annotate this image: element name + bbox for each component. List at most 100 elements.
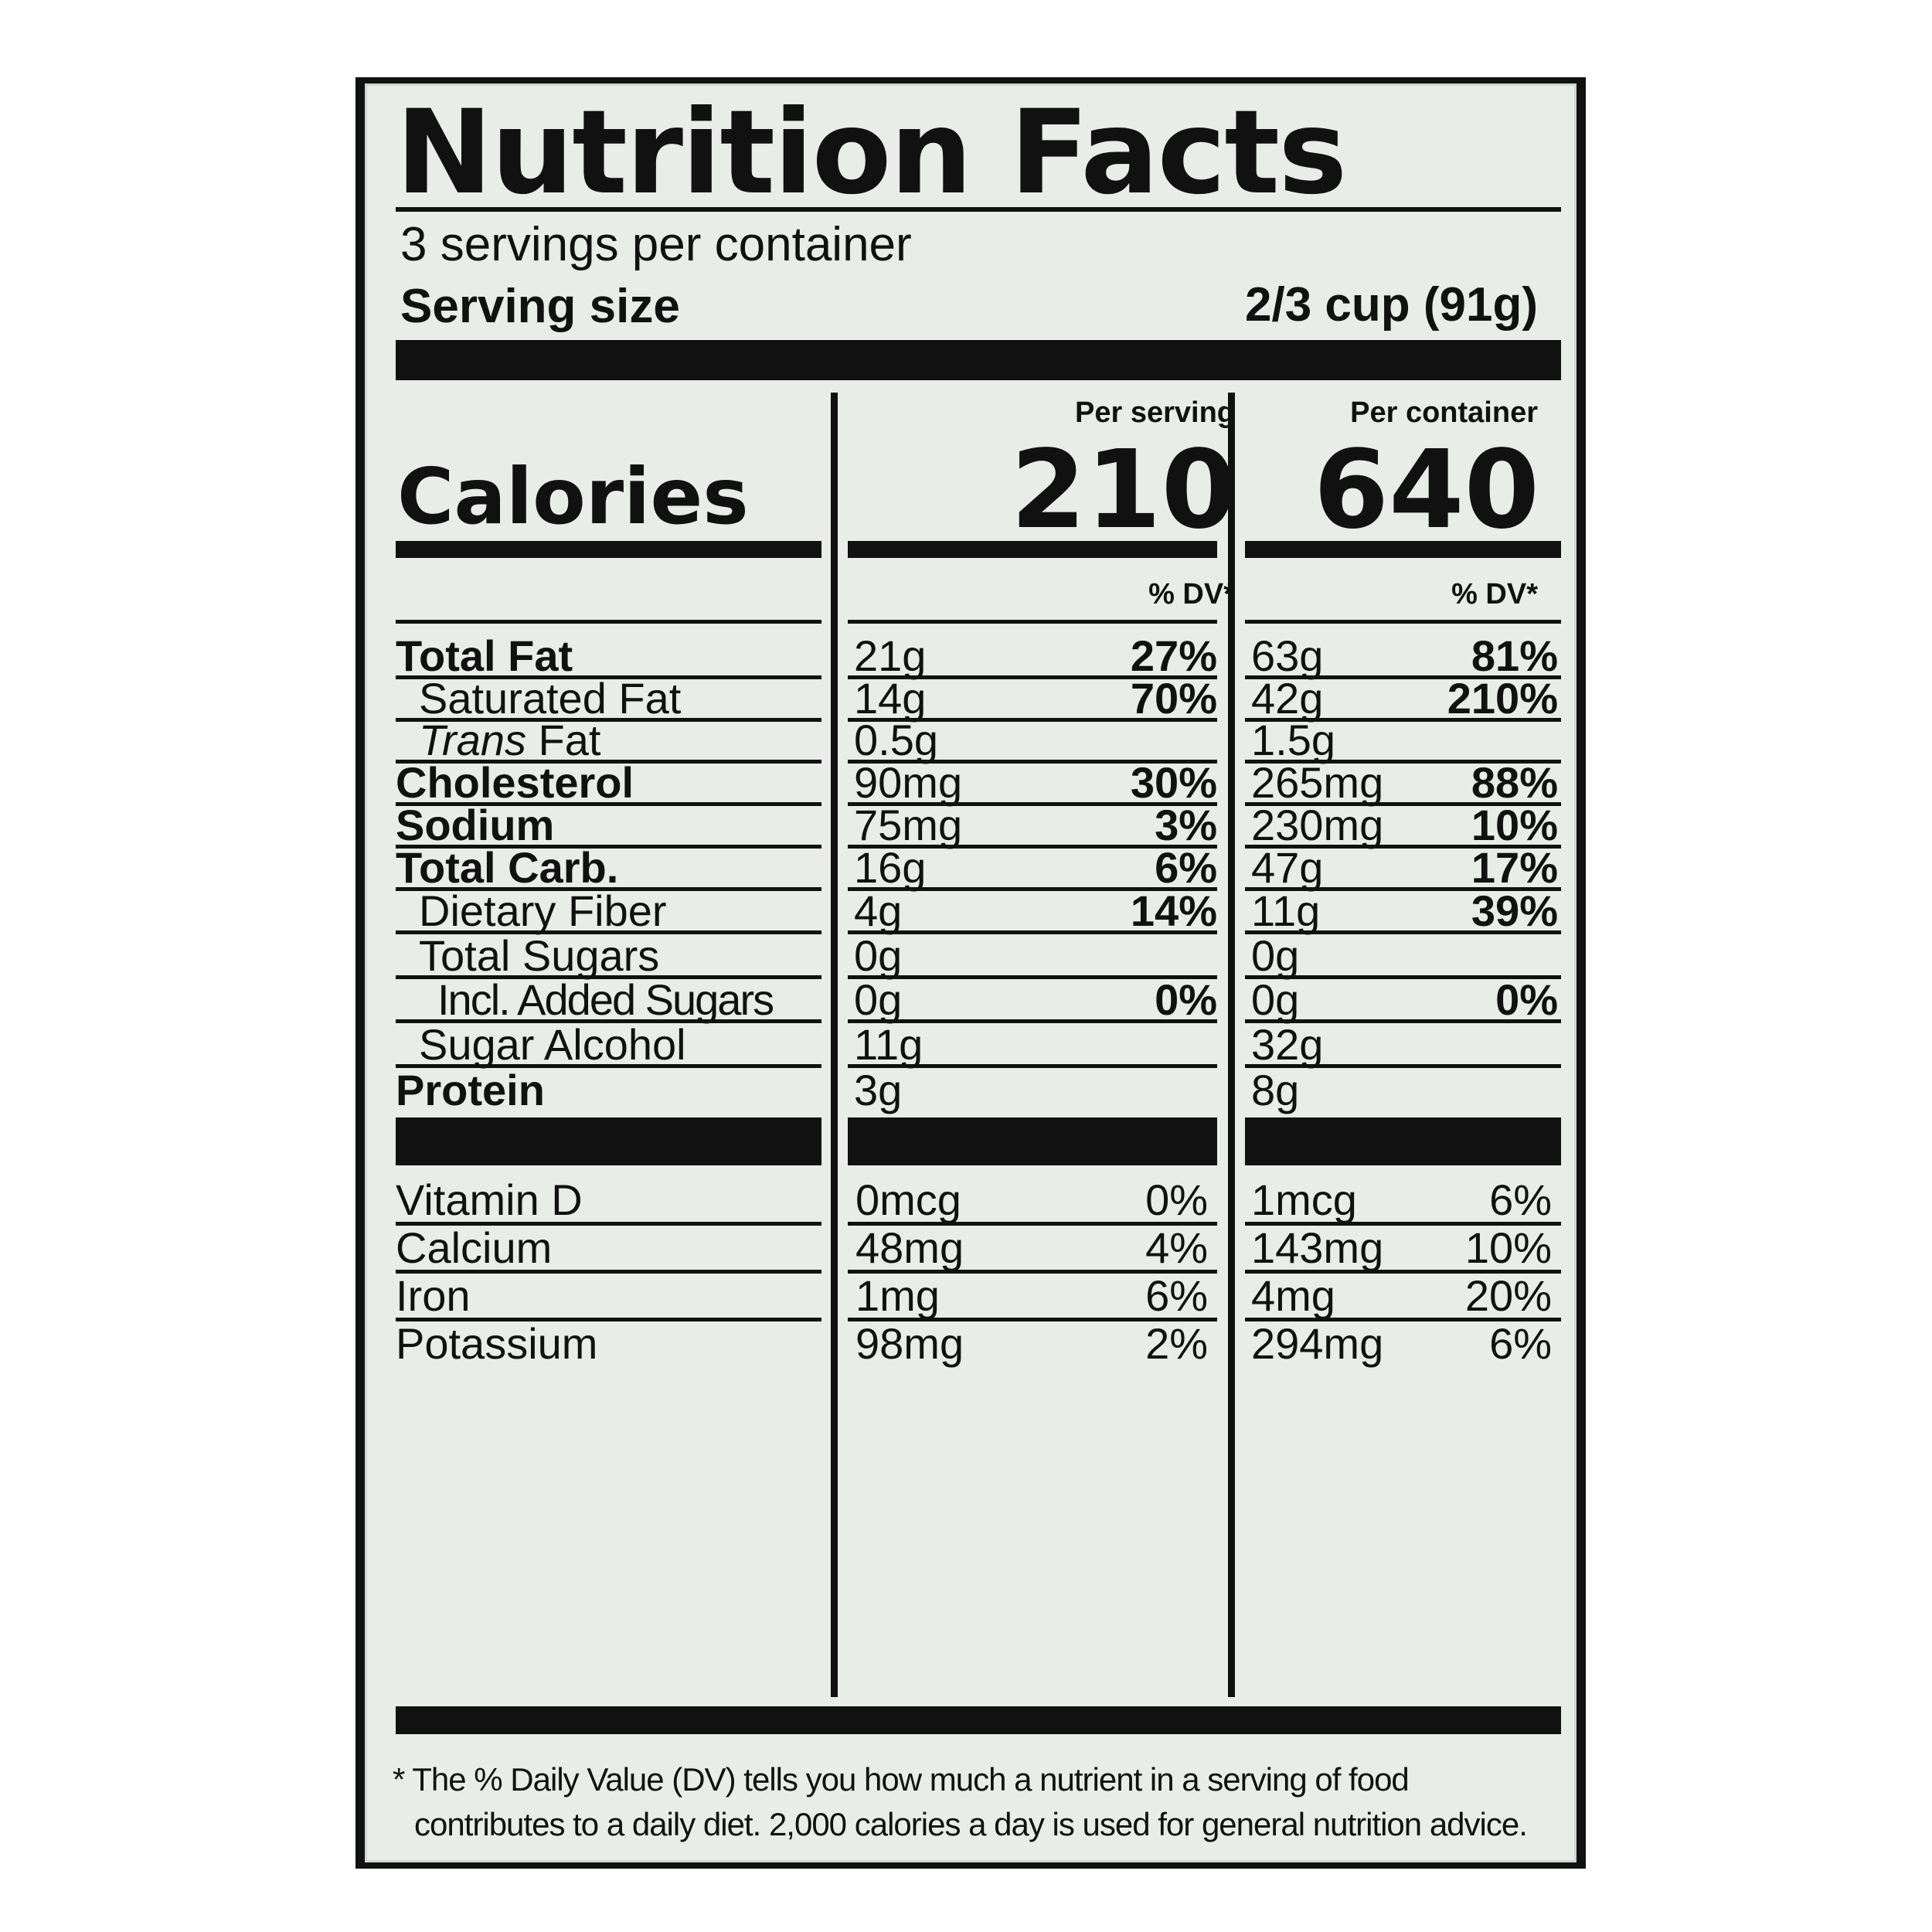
per-container-header: Per container (1350, 396, 1538, 429)
nutrient-6-serving-amount: 4g (854, 886, 903, 935)
servings-per-container: 3 servings per container (400, 218, 912, 271)
nutrient-6-container-amount: 11g (1251, 886, 1321, 935)
rule-after-nutrient-8-1 (396, 1019, 821, 1023)
vitamin-2-container-amount: 4mg (1251, 1271, 1335, 1320)
rule-after-vitamin-2-1 (396, 1318, 821, 1321)
rule-after-nutrient-3-2 (848, 802, 1217, 806)
nutrient-9-label: Sugar Alcohol (419, 1020, 686, 1069)
vitamin-1-container-dv: 10% (1464, 1223, 1552, 1272)
rule-after-nutrient-5-2 (848, 887, 1217, 891)
nutrient-3-container-dv: 88% (1471, 758, 1558, 807)
nutrient-7-label: Total Sugars (419, 931, 660, 980)
rule-after-vitamin-0-3 (1245, 1222, 1561, 1226)
vitamin-1-label: Calcium (396, 1223, 553, 1272)
vitamin-0-container-dv: 6% (1489, 1175, 1552, 1224)
nutrient-5-serving-amount: 16g (854, 843, 927, 892)
trans-fat-label: Trans Fat (419, 719, 600, 762)
nutrient-3-serving-amount: 90mg (854, 758, 963, 807)
nutrient-8-container-dv: 0% (1495, 975, 1558, 1024)
nutrient-3-serving-dv: 30% (1130, 758, 1217, 807)
vitamin-2-label: Iron (396, 1271, 471, 1320)
nutrient-0-serving-amount: 21g (854, 631, 927, 680)
dv-header-serving: % DV* (1148, 578, 1235, 611)
footnote-line-1: * The % Daily Value (DV) tells you how m… (393, 1761, 1410, 1798)
rule-after-nutrient-3-1 (396, 802, 821, 806)
nutrition-facts-label: Nutrition Facts 3 servings per container… (355, 77, 1586, 1869)
footnote: * The % Daily Value (DV) tells you how m… (393, 1757, 1567, 1847)
vitamin-1-serving-dv: 4% (1145, 1223, 1208, 1272)
column-divider-1 (831, 393, 838, 1697)
nutrient-0-label: Total Fat (396, 631, 573, 680)
rule-after-vitamin-0-1 (396, 1222, 821, 1226)
vitamin-1-container-amount: 143mg (1251, 1223, 1384, 1272)
rule-after-nutrient-4-3 (1245, 845, 1561, 849)
title-divider (396, 207, 1561, 212)
nutrient-6-label: Dietary Fiber (419, 886, 667, 935)
vitamin-3-container-dv: 6% (1489, 1319, 1552, 1368)
nutrient-10-label: Protein (396, 1066, 545, 1114)
serving-size-label: Serving size (400, 280, 680, 333)
calories-per-serving: 210 (1010, 427, 1236, 553)
thick-bar-vitamins-1 (396, 1117, 821, 1165)
nutrient-4-container-dv: 10% (1471, 801, 1558, 849)
nutrient-4-serving-dv: 3% (1155, 801, 1217, 849)
thick-bar-vitamins-3 (1245, 1117, 1561, 1165)
nutrient-8-label: Incl. Added Sugars (437, 975, 774, 1024)
per-serving-header: Per serving (1075, 396, 1235, 429)
rule-after-nutrient-8-2 (848, 1019, 1217, 1023)
footnote-line-2: contributes to a daily diet. 2,000 calor… (414, 1806, 1528, 1842)
calories-rule-3 (1245, 541, 1561, 558)
nutrient-10-serving-amount: 3g (854, 1066, 903, 1114)
thick-divider-bottom (396, 1706, 1561, 1734)
rule-after-vitamin-1-2 (848, 1270, 1217, 1274)
nutrient-0-container-dv: 81% (1471, 631, 1558, 680)
column-divider-2 (1228, 393, 1235, 1697)
nutrient-4-label: Sodium (396, 801, 555, 849)
nutrient-5-label: Total Carb. (396, 843, 619, 892)
nutrient-8-serving-amount: 0g (854, 975, 903, 1024)
nutrient-0-container-amount: 63g (1251, 631, 1324, 680)
rule-after-nutrient-4-1 (396, 845, 821, 849)
nutrient-8-container-amount: 0g (1251, 975, 1300, 1024)
vitamin-3-serving-dv: 2% (1145, 1319, 1208, 1368)
rule-after-vitamin-2-3 (1245, 1318, 1561, 1321)
vitamin-2-container-dv: 20% (1464, 1271, 1552, 1320)
rule-after-nutrient-0-2 (848, 675, 1217, 679)
vitamin-2-serving-amount: 1mg (855, 1271, 940, 1320)
vitamin-1-serving-amount: 48mg (855, 1223, 964, 1272)
rule-after-nutrient-6-3 (1245, 930, 1561, 934)
nutrient-3-label: Cholesterol (396, 758, 634, 807)
calories-per-container: 640 (1313, 427, 1539, 553)
nutrient-2-container-amount: 1.5g (1251, 716, 1335, 764)
nutrient-8-serving-dv: 0% (1155, 975, 1217, 1024)
calories-rule-2 (848, 541, 1217, 558)
rule-after-nutrient-9-2 (848, 1064, 1217, 1068)
label-title: Nutrition Facts (396, 86, 1347, 220)
rule-after-nutrient-0-3 (1245, 675, 1561, 679)
vitamin-0-serving-amount: 0mcg (855, 1175, 961, 1224)
rule-after-nutrient-0-1 (396, 675, 821, 679)
nutrient-9-container-amount: 32g (1251, 1020, 1324, 1069)
nutrient-3-container-amount: 265mg (1251, 758, 1384, 807)
nutrient-1-container-amount: 42g (1251, 674, 1324, 723)
rule-after-nutrient-1-3 (1245, 718, 1561, 722)
rule-before-total-fat-2 (848, 620, 1217, 624)
nutrient-2-serving-amount: 0.5g (854, 716, 938, 764)
nutrient-4-container-amount: 230mg (1251, 801, 1384, 849)
nutrient-10-container-amount: 8g (1251, 1066, 1300, 1114)
rule-after-nutrient-1-1 (396, 718, 821, 722)
rule-after-nutrient-1-2 (848, 718, 1217, 722)
rule-after-nutrient-4-2 (848, 845, 1217, 849)
nutrient-5-serving-dv: 6% (1155, 843, 1217, 892)
vitamin-0-container-amount: 1mcg (1251, 1175, 1357, 1224)
vitamin-0-label: Vitamin D (396, 1175, 583, 1224)
rule-after-nutrient-3-3 (1245, 802, 1561, 806)
vitamin-3-container-amount: 294mg (1251, 1319, 1384, 1368)
rule-after-nutrient-2-1 (396, 760, 821, 764)
rule-after-nutrient-7-1 (396, 975, 821, 979)
nutrient-6-container-dv: 39% (1471, 886, 1558, 935)
rule-after-nutrient-5-1 (396, 887, 821, 891)
rule-before-total-fat-3 (1245, 620, 1561, 624)
rule-after-nutrient-8-3 (1245, 1019, 1561, 1023)
nutrient-5-container-amount: 47g (1251, 843, 1324, 892)
